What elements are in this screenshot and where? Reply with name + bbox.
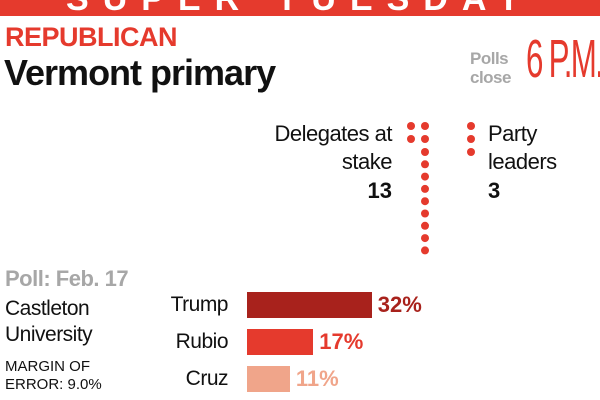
- candidate-row: Rubio 17%: [0, 327, 600, 357]
- margin-of-error: MARGIN OF ERROR: 9.0%: [5, 358, 102, 393]
- delegate-dot: [421, 172, 429, 181]
- super-tuesday-banner: SUPER TUESDAY: [0, 0, 600, 16]
- candidate-row: Trump 32%: [0, 290, 600, 320]
- candidate-bar: [247, 292, 372, 318]
- delegates-count: 13: [367, 178, 392, 203]
- poll-date: Poll: Feb. 17: [5, 266, 129, 291]
- party-leaders-label: Party leaders: [488, 121, 557, 174]
- delegate-dot: [421, 135, 429, 143]
- party-leader-dot: [467, 122, 475, 130]
- candidate-value-label: 11%: [295, 366, 339, 391]
- delegate-dot: [421, 221, 429, 230]
- candidate-name: Rubio: [175, 330, 229, 353]
- candidate-name: Trump: [170, 293, 229, 316]
- candidate-bar: [247, 366, 290, 392]
- delegate-dot: [421, 246, 429, 255]
- delegates-label: Delegates at stake: [274, 121, 392, 174]
- delegate-dot: [407, 135, 415, 143]
- delegate-dot: [421, 234, 429, 243]
- delegate-dot: [421, 122, 429, 130]
- party-leader-dot: [467, 135, 475, 143]
- party-leader-dot: [467, 148, 475, 156]
- delegate-dot: [421, 197, 429, 206]
- race-title: Vermont primary: [4, 52, 276, 93]
- candidate-value-label: 17%: [319, 329, 364, 354]
- pollster-name: Castleton University: [5, 297, 93, 346]
- candidate-row: Cruz 11%: [0, 364, 600, 394]
- banner-title: SUPER TUESDAY: [0, 0, 600, 16]
- candidate-bar: [247, 329, 314, 355]
- polls-close-label: Polls close: [470, 49, 511, 87]
- delegate-dot: [407, 122, 415, 130]
- delegate-dot: [421, 148, 429, 156]
- delegate-dot: [421, 209, 429, 218]
- candidate-value-label: 32%: [377, 292, 422, 317]
- candidate-name: Cruz: [185, 367, 229, 390]
- party-label: REPUBLICAN: [5, 22, 178, 52]
- party-leaders-count: 3: [488, 178, 501, 203]
- delegate-dot: [421, 184, 429, 193]
- delegate-dot: [421, 160, 429, 169]
- polls-close-time: 6 P.M.: [526, 29, 600, 89]
